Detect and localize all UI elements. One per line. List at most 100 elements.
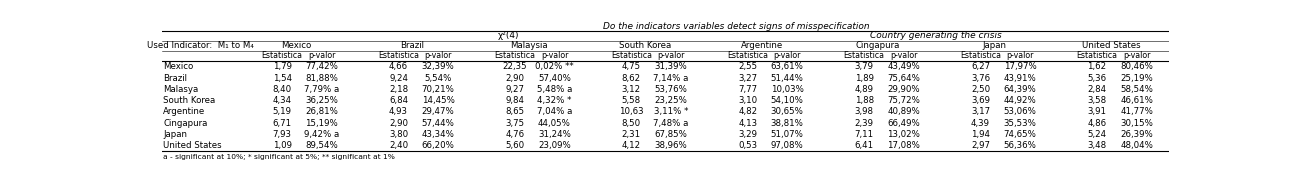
Text: 44,92%: 44,92%: [1004, 96, 1037, 105]
Text: Estatistica: Estatistica: [1077, 51, 1117, 60]
Text: 4,32% *: 4,32% *: [538, 96, 572, 105]
Text: 4,66: 4,66: [388, 62, 408, 71]
Text: 4,12: 4,12: [622, 141, 640, 150]
Text: Estatistica: Estatistica: [495, 51, 535, 60]
Text: 1,89: 1,89: [855, 74, 874, 83]
Text: a - significant at 10%; * significant at 5%; ** significant at 1%: a - significant at 10%; * significant at…: [164, 154, 395, 160]
Text: 46,61%: 46,61%: [1120, 96, 1154, 105]
Text: 6,84: 6,84: [388, 96, 408, 105]
Text: Estatistica: Estatistica: [960, 51, 1002, 60]
Text: 17,97%: 17,97%: [1004, 62, 1037, 71]
Text: Mexico: Mexico: [281, 41, 312, 50]
Text: 3,27: 3,27: [738, 74, 757, 83]
Text: 3,98: 3,98: [855, 107, 874, 116]
Text: 2,40: 2,40: [388, 141, 408, 150]
Text: 30,15%: 30,15%: [1120, 119, 1154, 128]
Text: Argentine: Argentine: [740, 41, 783, 50]
Text: 66,20%: 66,20%: [422, 141, 455, 150]
Text: 43,91%: 43,91%: [1004, 74, 1037, 83]
Text: 4,34: 4,34: [273, 96, 292, 105]
Text: 44,05%: 44,05%: [538, 119, 572, 128]
Text: 89,54%: 89,54%: [305, 141, 338, 150]
Text: 64,39%: 64,39%: [1004, 85, 1037, 94]
Text: 51,07%: 51,07%: [770, 130, 804, 139]
Text: 63,61%: 63,61%: [770, 62, 804, 71]
Text: 31,39%: 31,39%: [655, 62, 687, 71]
Text: 70,21%: 70,21%: [422, 85, 455, 94]
Text: 10,63: 10,63: [620, 107, 643, 116]
Text: 1,88: 1,88: [855, 96, 874, 105]
Text: 15,19%: 15,19%: [305, 119, 338, 128]
Text: 38,81%: 38,81%: [770, 119, 804, 128]
Text: 6,27: 6,27: [970, 62, 990, 71]
Text: 32,39%: 32,39%: [422, 62, 455, 71]
Text: 23,09%: 23,09%: [538, 141, 570, 150]
Text: 36,25%: 36,25%: [305, 96, 338, 105]
Text: 13,02%: 13,02%: [887, 130, 920, 139]
Text: p-valor: p-valor: [1007, 51, 1034, 60]
Text: 9,84: 9,84: [505, 96, 525, 105]
Text: 3,80: 3,80: [388, 130, 408, 139]
Text: 26,81%: 26,81%: [305, 107, 338, 116]
Text: 9,24: 9,24: [388, 74, 408, 83]
Text: 54,10%: 54,10%: [770, 96, 804, 105]
Text: 14,45%: 14,45%: [422, 96, 455, 105]
Text: 5,60: 5,60: [505, 141, 525, 150]
Text: χ²(4): χ²(4): [498, 31, 520, 40]
Text: 3,17: 3,17: [970, 107, 990, 116]
Text: 3,11% *: 3,11% *: [653, 107, 688, 116]
Text: 5,24: 5,24: [1087, 130, 1107, 139]
Text: 3,91: 3,91: [1087, 107, 1107, 116]
Text: 75,64%: 75,64%: [887, 74, 920, 83]
Text: 7,77: 7,77: [738, 85, 757, 94]
Text: 4,89: 4,89: [855, 85, 874, 94]
Text: 26,39%: 26,39%: [1120, 130, 1154, 139]
Text: 0,53: 0,53: [738, 141, 757, 150]
Text: 3,48: 3,48: [1087, 141, 1107, 150]
Text: p-valor: p-valor: [540, 51, 568, 60]
Text: 3,10: 3,10: [738, 96, 757, 105]
Text: United States: United States: [1082, 41, 1141, 50]
Text: 23,25%: 23,25%: [655, 96, 687, 105]
Text: 4,76: 4,76: [505, 130, 525, 139]
Text: 2,18: 2,18: [388, 85, 408, 94]
Text: 29,90%: 29,90%: [887, 85, 920, 94]
Text: p-valor: p-valor: [890, 51, 917, 60]
Text: 31,24%: 31,24%: [538, 130, 572, 139]
Text: 4,39: 4,39: [972, 119, 990, 128]
Text: 7,14% a: 7,14% a: [653, 74, 688, 83]
Text: 3,69: 3,69: [972, 96, 990, 105]
Text: 4,75: 4,75: [622, 62, 640, 71]
Text: United States: United States: [164, 141, 222, 150]
Text: Malasya: Malasya: [164, 85, 199, 94]
Text: 2,90: 2,90: [388, 119, 408, 128]
Text: 41,77%: 41,77%: [1120, 107, 1154, 116]
Text: Mexico: Mexico: [164, 62, 194, 71]
Text: South Korea: South Korea: [620, 41, 672, 50]
Text: 3,76: 3,76: [970, 74, 990, 83]
Text: 40,89%: 40,89%: [887, 107, 920, 116]
Text: p-valor: p-valor: [657, 51, 685, 60]
Text: 38,96%: 38,96%: [655, 141, 687, 150]
Text: 3,12: 3,12: [622, 85, 640, 94]
Text: 17,08%: 17,08%: [887, 141, 920, 150]
Text: 51,44%: 51,44%: [770, 74, 804, 83]
Text: 29,47%: 29,47%: [422, 107, 455, 116]
Text: 77,42%: 77,42%: [305, 62, 338, 71]
Text: 2,31: 2,31: [622, 130, 640, 139]
Text: 25,19%: 25,19%: [1120, 74, 1154, 83]
Text: 48,04%: 48,04%: [1120, 141, 1154, 150]
Text: 4,13: 4,13: [738, 119, 757, 128]
Text: 1,79: 1,79: [273, 62, 291, 71]
Text: 5,58: 5,58: [622, 96, 640, 105]
Text: 8,62: 8,62: [622, 74, 640, 83]
Text: 9,42% a: 9,42% a: [304, 130, 339, 139]
Text: 7,48% a: 7,48% a: [653, 119, 688, 128]
Text: Brazil: Brazil: [400, 41, 425, 50]
Text: 3,79: 3,79: [855, 62, 874, 71]
Text: 0,02% **: 0,02% **: [535, 62, 574, 71]
Text: Estatistica: Estatistica: [843, 51, 885, 60]
Text: Japan: Japan: [164, 130, 187, 139]
Text: South Korea: South Korea: [164, 96, 216, 105]
Text: 81,88%: 81,88%: [305, 74, 338, 83]
